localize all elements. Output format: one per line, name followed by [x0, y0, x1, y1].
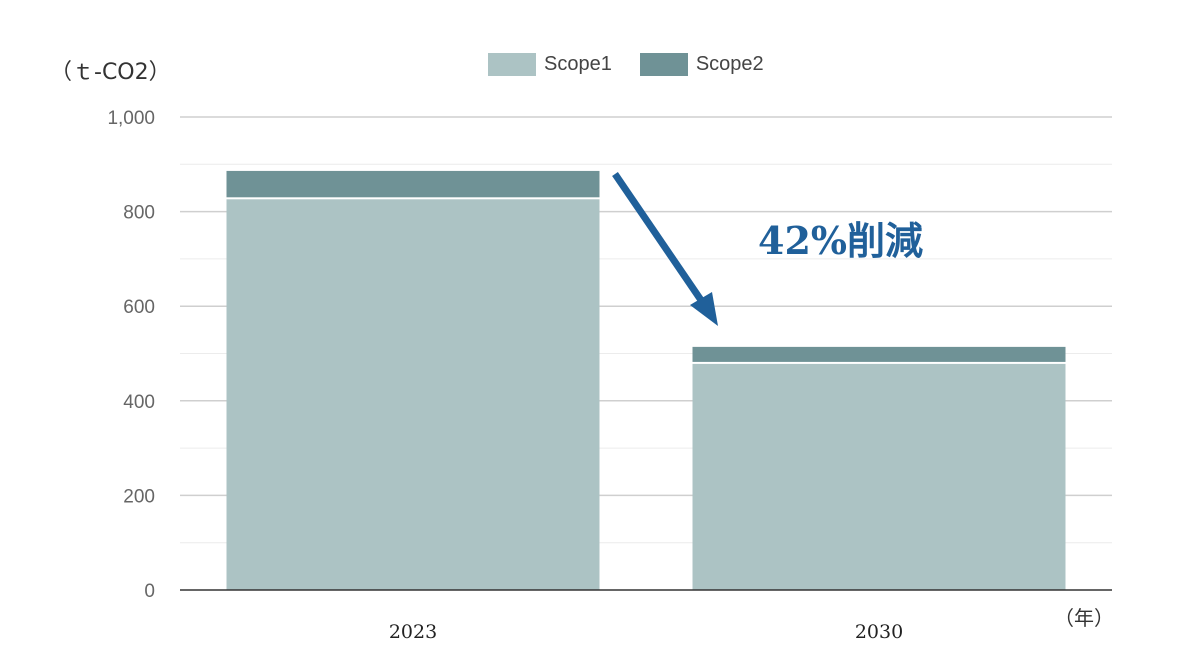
- legend: Scope1 Scope2: [488, 53, 764, 76]
- bar-scope2-2023: [226, 170, 600, 198]
- legend-label-scope1: Scope1: [544, 53, 612, 75]
- x-tick-label: 2030: [855, 621, 903, 643]
- y-tick-label: 800: [123, 203, 155, 224]
- y-axis-label: （ｔ-CO2）: [50, 60, 171, 85]
- y-tick-label: 600: [123, 297, 155, 318]
- reduction-annotation: 42%削減: [758, 218, 923, 263]
- reduction-arrow-head: [690, 292, 718, 326]
- y-tick-label: 0: [144, 581, 155, 602]
- x-tick-label: 2023: [389, 621, 437, 643]
- reduction-arrow-shaft: [612, 172, 708, 308]
- legend-item-scope2: Scope2: [639, 53, 764, 76]
- legend-label-scope2: Scope2: [695, 53, 764, 75]
- x-axis-label: （年）: [1054, 606, 1114, 630]
- bar-scope1-2023: [226, 199, 600, 590]
- bar-scope1-2030: [692, 363, 1066, 590]
- legend-swatch-scope1: [488, 53, 536, 76]
- legend-item-scope1: Scope1: [488, 53, 612, 76]
- y-tick-label: 1,000: [107, 108, 155, 129]
- legend-swatch-scope2: [639, 53, 688, 76]
- y-tick-label: 400: [123, 392, 155, 413]
- y-tick-label: 200: [123, 486, 155, 507]
- bar-scope2-2030: [692, 346, 1066, 362]
